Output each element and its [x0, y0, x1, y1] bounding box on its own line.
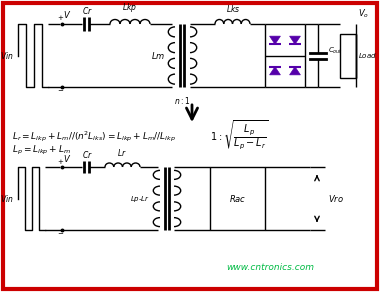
Text: $C_{out}$: $C_{out}$	[328, 45, 343, 55]
Text: $V$: $V$	[63, 9, 71, 20]
Text: $Lkp$: $Lkp$	[122, 1, 138, 14]
Polygon shape	[290, 67, 301, 75]
Text: $-$: $-$	[57, 229, 64, 235]
Text: $Vro$: $Vro$	[328, 193, 344, 204]
Bar	[210, 167, 265, 230]
Text: $Lp$-$Lr$: $Lp$-$Lr$	[130, 194, 150, 204]
Text: $Lr$: $Lr$	[117, 147, 127, 158]
Text: $-$: $-$	[57, 86, 64, 92]
Text: $n:1$: $n:1$	[174, 95, 190, 106]
Text: $Vin$: $Vin$	[0, 193, 14, 204]
Text: $Lks$: $Lks$	[226, 3, 240, 14]
Bar	[340, 34, 356, 77]
Text: $Load$: $Load$	[358, 51, 377, 60]
Text: +: +	[57, 15, 63, 21]
Text: $Cr$: $Cr$	[82, 149, 92, 160]
Text: www.cntronics.com: www.cntronics.com	[226, 263, 314, 272]
Text: +: +	[57, 159, 63, 165]
Text: $Lm$: $Lm$	[151, 50, 165, 61]
Polygon shape	[269, 36, 280, 44]
Text: $Vin$: $Vin$	[0, 50, 14, 61]
Text: $V_o$: $V_o$	[358, 8, 369, 20]
Text: $1:\sqrt{\dfrac{L_p}{L_p-L_r}}$: $1:\sqrt{\dfrac{L_p}{L_p-L_r}}$	[210, 118, 269, 152]
Text: $Cr$: $Cr$	[82, 5, 92, 16]
Text: $L_r = L_{lkp} + L_m//(n^2L_{lks}) = L_{lkp} + L_m // L_{lkp}$: $L_r = L_{lkp} + L_m//(n^2L_{lks}) = L_{…	[12, 130, 176, 145]
Text: $Rac$: $Rac$	[229, 193, 246, 204]
Text: $L_p = L_{lkp} + L_m$: $L_p = L_{lkp} + L_m$	[12, 144, 71, 157]
Polygon shape	[269, 67, 280, 75]
Polygon shape	[290, 36, 301, 44]
Text: $V$: $V$	[63, 153, 71, 164]
